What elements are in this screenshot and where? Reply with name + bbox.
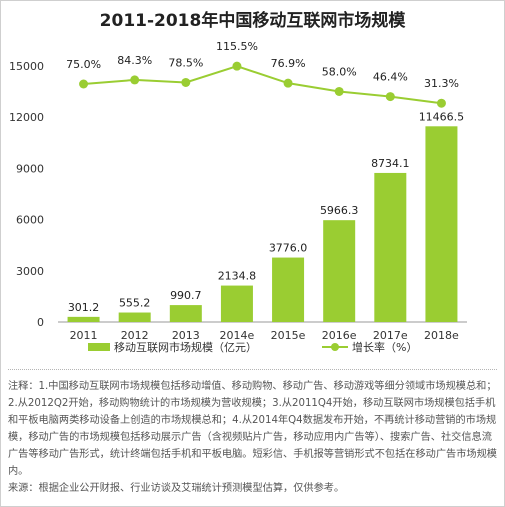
bar xyxy=(169,305,202,322)
growth-rate-label: 76.9% xyxy=(271,57,306,70)
legend-bar-swatch xyxy=(88,343,110,351)
x-tick-label: 2015e xyxy=(271,329,306,340)
growth-rate-point xyxy=(385,92,395,102)
bar-value-label: 990.7 xyxy=(170,289,202,302)
x-tick-label: 2014e xyxy=(220,329,255,340)
chart-notes: 注释：1.中国移动互联网市场规模包括移动增值、移动购物、移动广告、移动游戏等细分… xyxy=(8,378,498,497)
growth-rate-line xyxy=(83,65,442,105)
growth-rate-label: 31.3% xyxy=(424,77,459,90)
x-tick-label: 2017e xyxy=(373,329,408,340)
combo-chart: 0 3000 6000 9000 12000 15000 301.2 2011 555.2 201… xyxy=(9,40,467,340)
y-tick-label: 15000 xyxy=(9,60,44,73)
x-tick-label: 2013 xyxy=(172,329,200,340)
y-tick-label: 3000 xyxy=(16,265,44,278)
legend-line-swatch xyxy=(322,343,348,351)
growth-rate-point xyxy=(130,75,140,85)
bar-value-label: 2134.8 xyxy=(218,270,257,283)
growth-rate-point xyxy=(181,77,191,87)
notes-annotation: 注释：1.中国移动互联网市场规模包括移动增值、移动购物、移动广告、移动游戏等细分… xyxy=(8,381,497,477)
growth-rate-label: 78.5% xyxy=(168,56,203,69)
bar-value-label: 3776.0 xyxy=(269,242,308,255)
chart-title: 2011-2018年中国移动互联网市场规模 xyxy=(99,11,406,31)
growth-rate-point xyxy=(232,61,242,71)
bar xyxy=(374,172,407,322)
y-tick-label: 6000 xyxy=(16,214,44,227)
growth-rate-label: 75.0% xyxy=(66,58,101,71)
growth-rate-point xyxy=(334,86,344,96)
legend-item-line: 增长率（%） xyxy=(322,339,417,355)
legend-line-label: 增长率（%） xyxy=(352,341,418,354)
x-tick-label: 2018e xyxy=(424,329,459,340)
bar xyxy=(118,312,151,322)
growth-rate-point xyxy=(283,78,293,88)
bar-value-label: 8734.1 xyxy=(371,157,410,170)
growth-rate-point xyxy=(79,79,89,89)
chart-legend: 移动互联网市场规模（亿元） 增长率（%） xyxy=(0,339,505,357)
bar-value-label: 11466.5 xyxy=(419,110,465,123)
growth-rate-label: 84.3% xyxy=(117,54,152,67)
bar xyxy=(425,126,458,322)
y-tick-label: 12000 xyxy=(9,111,44,124)
bar-value-label: 301.2 xyxy=(68,301,100,314)
bar xyxy=(272,257,305,322)
bar xyxy=(220,285,253,322)
x-tick-label: 2011 xyxy=(70,329,98,340)
growth-rate-label: 46.4% xyxy=(373,71,408,84)
growth-rate-label: 115.5% xyxy=(216,40,258,53)
bar xyxy=(67,316,100,322)
growth-rate-label: 58.0% xyxy=(322,65,357,78)
bar-value-label: 5966.3 xyxy=(320,204,359,217)
x-tick-label: 2016e xyxy=(322,329,357,340)
bar-value-label: 555.2 xyxy=(119,297,151,310)
legend-bar-label: 移动互联网市场规模（亿元） xyxy=(114,341,257,354)
y-tick-label: 9000 xyxy=(16,162,44,175)
bar xyxy=(323,220,356,322)
growth-rate-point xyxy=(436,98,446,108)
x-tick-label: 2012 xyxy=(121,329,149,340)
legend-item-bar: 移动互联网市场规模（亿元） xyxy=(88,339,257,355)
notes-separator xyxy=(8,369,497,370)
notes-source: 来源：根据企业公开财报、行业访谈及艾瑞统计预测模型估算，仅供参考。 xyxy=(8,483,345,494)
y-tick-label: 0 xyxy=(37,316,44,329)
